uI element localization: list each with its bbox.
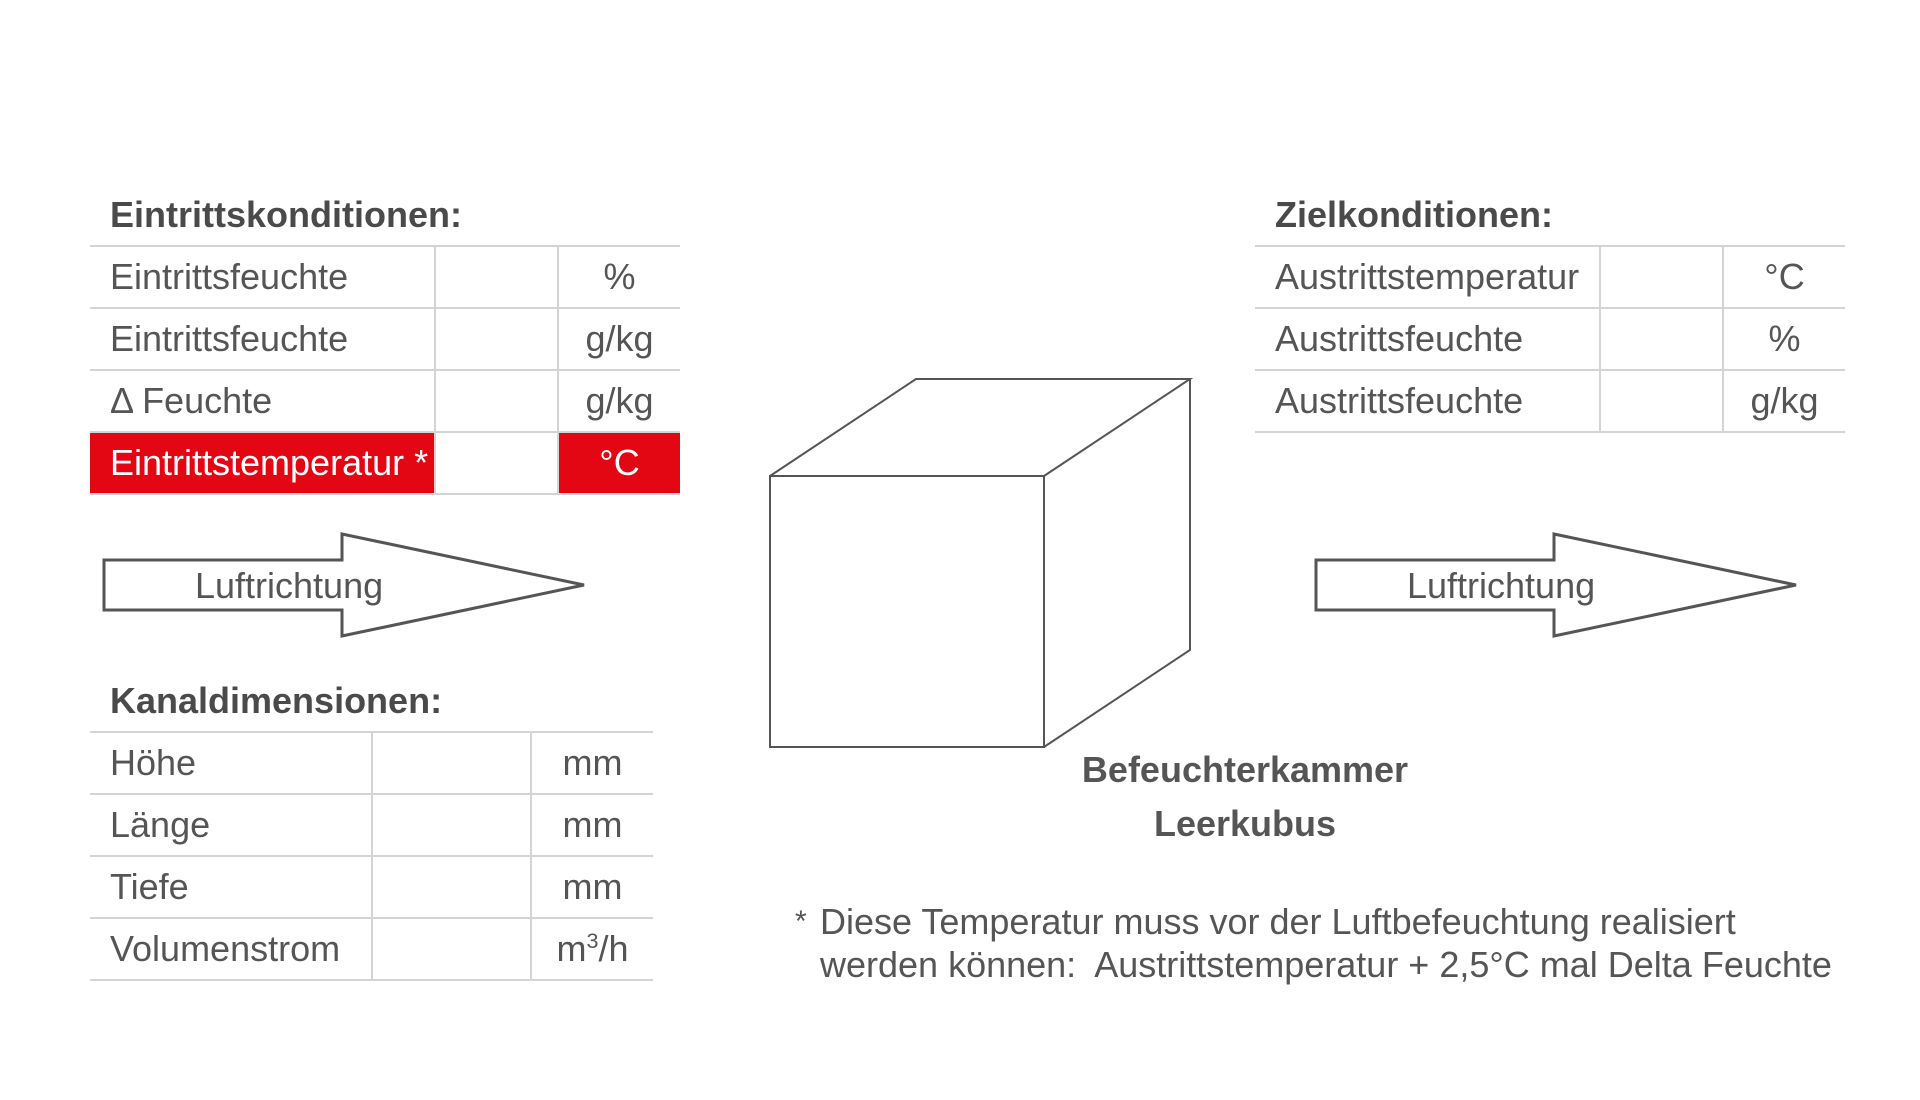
channel-dimensions-heading: Kanaldimensionen: bbox=[110, 680, 443, 721]
height-unit: mm bbox=[531, 731, 653, 795]
cube-caption-line1: Befeuchterkammer bbox=[1081, 749, 1409, 790]
delta-humidity-unit: g/kg bbox=[558, 369, 680, 433]
exit-humidity-gkg-input[interactable] bbox=[1601, 371, 1722, 431]
air-direction-label-left: Luftrichtung bbox=[195, 565, 384, 606]
cube-caption-line2: Leerkubus bbox=[1153, 803, 1337, 844]
length-label: Länge bbox=[90, 793, 373, 857]
table-row: Eintrittstemperatur * °C bbox=[90, 431, 680, 495]
exit-humidity-percent-label: Austrittsfeuchte bbox=[1255, 307, 1601, 371]
exit-humidity-percent-input[interactable] bbox=[1601, 309, 1722, 369]
delta-humidity-label: Δ Feuchte bbox=[90, 369, 436, 433]
volume-flow-input[interactable] bbox=[373, 919, 530, 979]
table-row: Länge mm bbox=[90, 793, 653, 857]
entry-humidity-percent-label: Eintrittsfeuchte bbox=[90, 245, 436, 309]
table-row: Volumenstrom m3/h bbox=[90, 917, 653, 981]
table-row: Höhe mm bbox=[90, 731, 653, 795]
entry-humidity-percent-unit: % bbox=[558, 245, 680, 309]
target-conditions-heading: Zielkonditionen: bbox=[1275, 194, 1553, 235]
table-row: Tiefe mm bbox=[90, 855, 653, 919]
table-row: Eintrittsfeuchte % bbox=[90, 245, 680, 309]
depth-label: Tiefe bbox=[90, 855, 373, 919]
entry-conditions-table: Eintrittsfeuchte % Eintrittsfeuchte g/kg… bbox=[90, 245, 680, 495]
air-direction-label-right: Luftrichtung bbox=[1407, 565, 1596, 606]
entry-humidity-gkg-unit: g/kg bbox=[558, 307, 680, 371]
entry-temperature-unit: °C bbox=[558, 431, 680, 495]
table-row: Austrittsfeuchte % bbox=[1255, 307, 1845, 371]
air-direction-arrow-right bbox=[1314, 532, 1797, 638]
exit-temperature-label: Austrittstemperatur bbox=[1255, 245, 1601, 309]
target-conditions-table: Austrittstemperatur °C Austrittsfeuchte … bbox=[1255, 245, 1845, 433]
entry-temperature-input[interactable] bbox=[436, 433, 557, 493]
depth-input[interactable] bbox=[373, 857, 530, 917]
humidifier-chamber-cube bbox=[769, 378, 1194, 748]
table-row: Δ Feuchte g/kg bbox=[90, 369, 680, 433]
table-row: Austrittsfeuchte g/kg bbox=[1255, 369, 1845, 433]
entry-conditions-heading: Eintrittskonditionen: bbox=[110, 194, 462, 235]
entry-temperature-label: Eintrittstemperatur * bbox=[90, 431, 436, 495]
delta-humidity-input[interactable] bbox=[436, 371, 557, 431]
air-direction-arrow-left bbox=[102, 532, 585, 638]
volume-flow-unit: m3/h bbox=[531, 917, 653, 981]
exit-temperature-input[interactable] bbox=[1601, 247, 1722, 307]
footnote-line1: Diese Temperatur muss vor der Luftbefeuc… bbox=[820, 901, 1736, 942]
height-input[interactable] bbox=[373, 733, 530, 793]
exit-humidity-percent-unit: % bbox=[1723, 307, 1845, 371]
height-label: Höhe bbox=[90, 731, 373, 795]
entry-humidity-percent-input[interactable] bbox=[436, 247, 557, 307]
temperature-footnote: * Diese Temperatur muss vor der Luftbefe… bbox=[795, 900, 1832, 986]
entry-humidity-gkg-input[interactable] bbox=[436, 309, 557, 369]
footnote-line2: werden können: Austrittstemperatur + 2,5… bbox=[820, 944, 1832, 985]
exit-humidity-gkg-unit: g/kg bbox=[1723, 369, 1845, 433]
length-unit: mm bbox=[531, 793, 653, 857]
exit-temperature-unit: °C bbox=[1723, 245, 1845, 309]
table-row: Eintrittsfeuchte g/kg bbox=[90, 307, 680, 371]
length-input[interactable] bbox=[373, 795, 530, 855]
depth-unit: mm bbox=[531, 855, 653, 919]
exit-humidity-gkg-label: Austrittsfeuchte bbox=[1255, 369, 1601, 433]
volume-flow-label: Volumenstrom bbox=[90, 917, 373, 981]
footnote-marker: * bbox=[795, 905, 807, 938]
table-row: Austrittstemperatur °C bbox=[1255, 245, 1845, 309]
channel-dimensions-table: Höhe mm Länge mm Tiefe mm Volumenstrom m… bbox=[90, 731, 653, 981]
entry-humidity-gkg-label: Eintrittsfeuchte bbox=[90, 307, 436, 371]
